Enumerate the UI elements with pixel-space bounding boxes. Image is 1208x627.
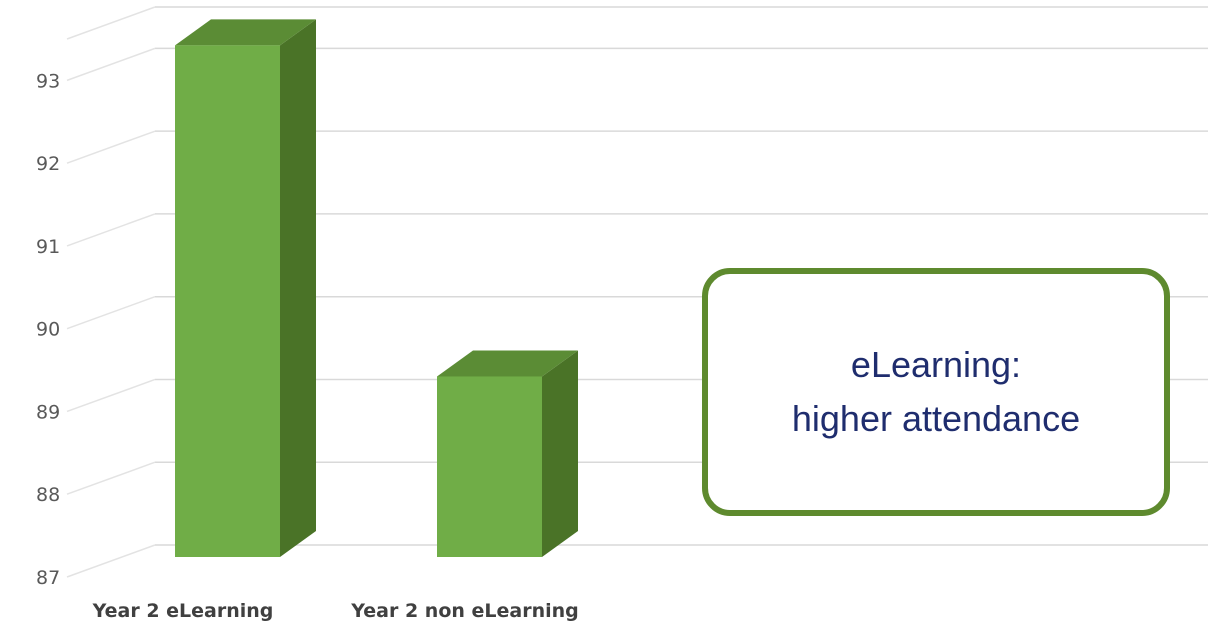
y-tick-label: 88 [36, 484, 60, 506]
bar-front [437, 376, 542, 557]
callout-line-1: eLearning: [850, 344, 1022, 385]
x-category-label: Year 2 non eLearning [350, 600, 579, 622]
side-gridline [66, 461, 156, 495]
side-gridline [66, 544, 156, 578]
y-tick-label: 93 [36, 70, 60, 92]
x-axis-categories: Year 2 eLearning Year 2 non eLearning [92, 600, 579, 622]
bars [175, 19, 578, 558]
bar-top [437, 350, 578, 377]
x-category-label: Year 2 eLearning [92, 600, 274, 622]
side-gridline [66, 6, 156, 40]
y-tick-label: 89 [36, 401, 60, 423]
gridlines [66, 6, 1208, 578]
y-tick-label: 90 [36, 319, 60, 341]
side-gridline [66, 130, 156, 164]
side-gridline [66, 213, 156, 247]
callout-line-2: higher attendance [791, 398, 1081, 439]
bar-top [175, 19, 316, 46]
y-tick-label: 92 [36, 153, 60, 175]
callout-box: eLearning: higher attendance [702, 268, 1170, 516]
y-tick-label: 87 [36, 567, 60, 589]
side-gridline [66, 47, 156, 82]
bar-side [280, 19, 316, 557]
bar-1 [175, 19, 316, 558]
bar-side [542, 350, 578, 557]
bar-2 [437, 350, 578, 557]
side-gridline [66, 295, 156, 330]
y-tick-label: 91 [36, 236, 60, 258]
bar-front [175, 45, 280, 558]
y-axis-ticks: 87 88 89 90 91 92 93 [36, 70, 60, 589]
callout-text: eLearning: higher attendance [792, 338, 1080, 446]
side-gridline [66, 378, 156, 413]
